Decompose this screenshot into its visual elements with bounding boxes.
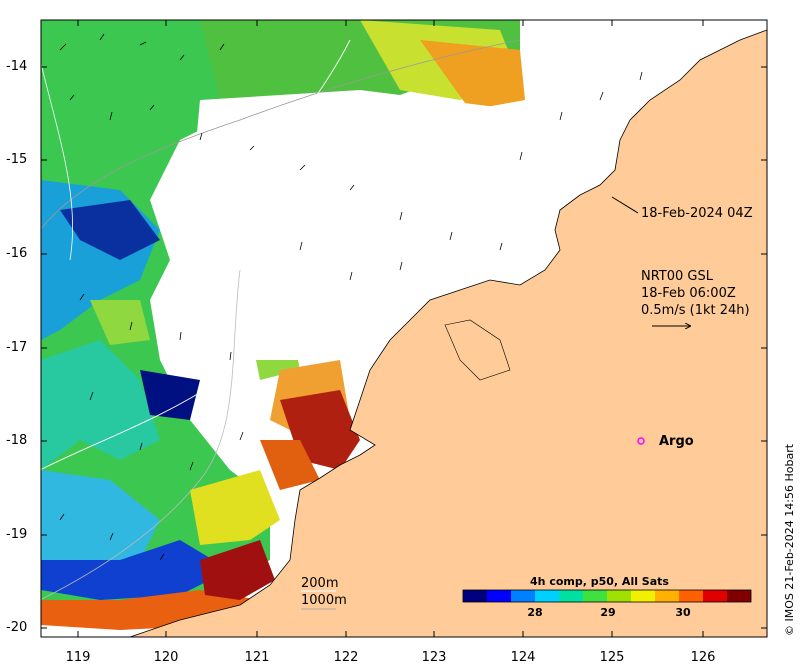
currents-scale: 0.5m/s (1kt 24h) (641, 303, 750, 318)
isobath-200-label: 200m (301, 576, 339, 591)
timestamp-pointer (611, 196, 639, 214)
argo-label[interactable]: Argo (659, 434, 694, 449)
lat-tick: -18 (6, 433, 28, 448)
colorbar (462, 589, 752, 603)
lat-tick: -14 (6, 59, 28, 74)
lon-tick: 123 (421, 650, 447, 665)
lon-tick: 121 (244, 650, 270, 665)
lat-tick: -19 (6, 527, 28, 542)
lat-tick: -16 (6, 246, 28, 261)
colorbar-tick: 28 (527, 606, 543, 619)
current-arrows (59, 33, 643, 561)
lat-tick: -15 (6, 152, 28, 167)
timestamp-label: 18-Feb-2024 04Z (641, 206, 753, 221)
currents-model: NRT00 GSL (641, 269, 713, 284)
lon-tick: 122 (333, 650, 359, 665)
currents-time: 18-Feb 06:00Z (641, 286, 736, 301)
lon-tick: 124 (510, 650, 536, 665)
colorbar-title: 4h comp, p50, All Sats (530, 575, 669, 588)
lat-tick: -17 (6, 340, 28, 355)
plot-frame (40, 19, 768, 638)
colorbar-tick: 29 (600, 606, 616, 619)
lon-tick: 125 (599, 650, 625, 665)
lon-tick: 120 (153, 650, 179, 665)
lon-tick: 119 (65, 650, 91, 665)
argo-marker[interactable] (637, 437, 645, 445)
currents-legend: NRT00 GSL 18-Feb 06:00Z 0.5m/s (1kt 24h) (641, 268, 750, 319)
credit-label: © IMOS 21-Feb-2024 14:56 Hobart (783, 443, 796, 636)
isobath-1000-label: 1000m (301, 593, 347, 608)
lon-tick: 126 (690, 650, 716, 665)
lat-tick: -20 (6, 620, 28, 635)
colorbar-tick: 30 (675, 606, 691, 619)
